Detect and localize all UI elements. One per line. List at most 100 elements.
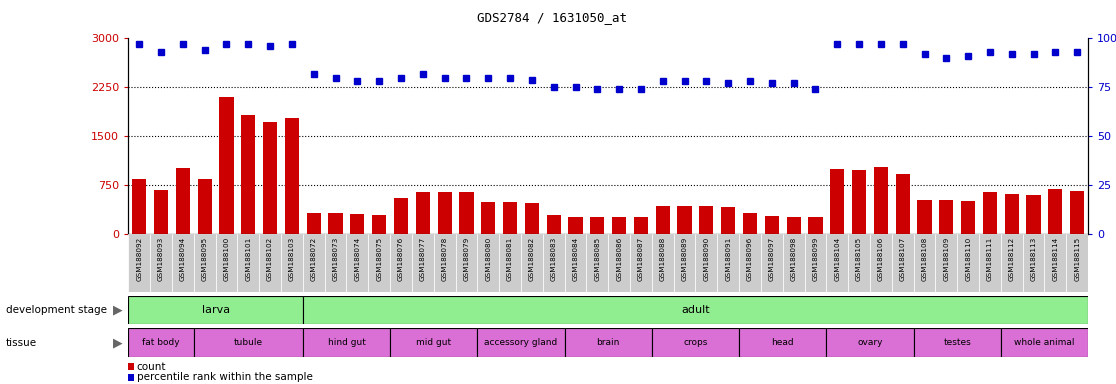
Text: tubule: tubule	[233, 338, 263, 347]
Bar	[128, 234, 151, 292]
Text: percentile rank within the sample: percentile rank within the sample	[137, 372, 312, 382]
Bar	[1022, 234, 1045, 292]
Text: accessory gland: accessory gland	[484, 338, 558, 347]
Bar	[590, 217, 605, 234]
Bar	[525, 203, 539, 234]
Text: fat body: fat body	[142, 338, 180, 347]
Text: adult: adult	[681, 305, 710, 315]
Bar	[478, 328, 565, 357]
Text: GSM188081: GSM188081	[507, 237, 513, 281]
Bar	[350, 214, 365, 234]
Bar	[220, 97, 233, 234]
Text: GSM188083: GSM188083	[550, 237, 557, 281]
Bar	[568, 217, 583, 234]
Bar	[1066, 234, 1088, 292]
Bar	[154, 190, 169, 234]
Bar	[499, 234, 521, 292]
Bar	[460, 192, 473, 234]
Bar	[194, 234, 215, 292]
Bar	[695, 234, 718, 292]
Bar	[455, 234, 478, 292]
Bar	[172, 234, 194, 292]
Text: development stage: development stage	[6, 305, 107, 315]
Bar	[478, 234, 499, 292]
Text: GSM188106: GSM188106	[878, 237, 884, 281]
Bar	[917, 200, 932, 234]
Bar	[302, 234, 325, 292]
Bar	[128, 296, 302, 324]
Bar	[631, 234, 652, 292]
Text: GSM188102: GSM188102	[267, 237, 273, 281]
Text: GSM188115: GSM188115	[1075, 237, 1080, 281]
Bar	[634, 217, 648, 234]
Bar	[325, 234, 346, 292]
Bar	[241, 116, 256, 234]
Bar	[238, 234, 259, 292]
Bar	[830, 169, 845, 234]
Bar	[132, 179, 146, 234]
Bar	[394, 198, 408, 234]
Text: ovary: ovary	[857, 338, 883, 347]
Text: ▶: ▶	[113, 304, 123, 316]
Text: testes: testes	[943, 338, 971, 347]
Text: GSM188094: GSM188094	[180, 237, 186, 281]
Text: GSM188101: GSM188101	[246, 237, 251, 281]
Bar	[674, 234, 695, 292]
Bar	[852, 170, 866, 234]
Bar	[739, 234, 761, 292]
Text: GSM188078: GSM188078	[442, 237, 448, 281]
Text: GSM188084: GSM188084	[573, 237, 578, 281]
Text: GDS2784 / 1631050_at: GDS2784 / 1631050_at	[478, 12, 627, 25]
Bar	[151, 234, 172, 292]
Text: GSM188097: GSM188097	[769, 237, 775, 281]
Bar	[979, 234, 1001, 292]
Bar	[721, 207, 735, 234]
Text: GSM188077: GSM188077	[420, 237, 426, 281]
Bar	[565, 234, 586, 292]
Bar	[718, 234, 739, 292]
Text: GSM188075: GSM188075	[376, 237, 382, 281]
Bar	[263, 122, 277, 234]
Text: GSM188076: GSM188076	[398, 237, 404, 281]
Bar	[761, 234, 782, 292]
Bar	[764, 216, 779, 234]
Text: GSM188096: GSM188096	[747, 237, 753, 281]
Bar	[198, 179, 212, 234]
Text: GSM188105: GSM188105	[856, 237, 862, 281]
Text: GSM188099: GSM188099	[812, 237, 818, 281]
Text: GSM188104: GSM188104	[835, 237, 840, 281]
Text: GSM188093: GSM188093	[158, 237, 164, 281]
Bar	[935, 234, 958, 292]
Bar	[368, 234, 391, 292]
Bar	[372, 215, 386, 234]
Bar	[914, 328, 1001, 357]
Bar	[700, 206, 713, 234]
Bar	[1004, 194, 1019, 234]
Bar	[743, 213, 757, 234]
Bar	[914, 234, 935, 292]
Bar	[1001, 328, 1088, 357]
Bar	[346, 234, 368, 292]
Bar	[328, 214, 343, 234]
Text: GSM188107: GSM188107	[899, 237, 906, 281]
Bar	[1070, 191, 1085, 234]
Text: GSM188109: GSM188109	[943, 237, 950, 281]
Text: GSM188073: GSM188073	[333, 237, 338, 281]
Bar	[782, 234, 805, 292]
Bar	[958, 234, 979, 292]
Text: brain: brain	[597, 338, 619, 347]
Bar	[128, 374, 134, 381]
Bar	[281, 234, 302, 292]
Bar	[128, 363, 134, 371]
Text: GSM188111: GSM188111	[987, 237, 993, 281]
Bar	[521, 234, 542, 292]
Bar	[176, 168, 190, 234]
Bar	[542, 234, 565, 292]
Bar	[434, 234, 455, 292]
Bar	[391, 328, 478, 357]
Bar	[586, 234, 608, 292]
Text: GSM188103: GSM188103	[289, 237, 295, 281]
Text: GSM188112: GSM188112	[1009, 237, 1014, 281]
Bar	[437, 192, 452, 234]
Bar	[983, 192, 997, 234]
